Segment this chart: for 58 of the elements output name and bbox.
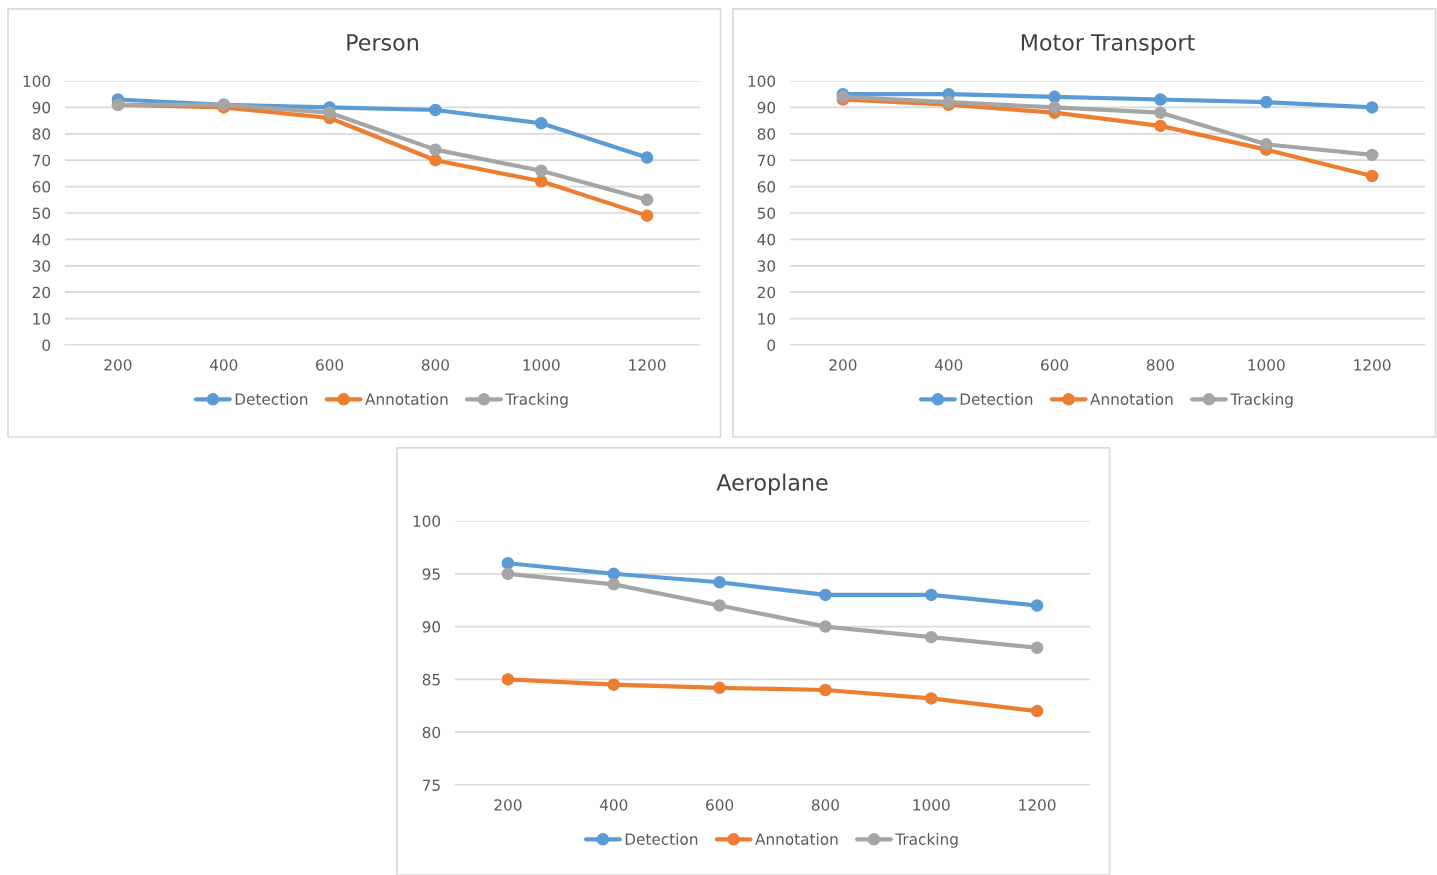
x-tick-label: 800 bbox=[811, 799, 839, 811]
y-tick-label: 80 bbox=[32, 128, 51, 140]
legend-label: Annotation bbox=[1090, 393, 1173, 405]
y-tick-label: 0 bbox=[767, 339, 776, 352]
x-tick-label: 800 bbox=[1146, 359, 1174, 371]
legend-label: Detection bbox=[960, 393, 1033, 405]
y-tick-label: 20 bbox=[32, 286, 51, 299]
y-tick-label: 70 bbox=[32, 154, 51, 167]
x-tick-label: 1200 bbox=[629, 359, 666, 371]
y-tick-label: 80 bbox=[422, 726, 441, 739]
y-tick-label: 30 bbox=[757, 260, 776, 272]
y-tick-label: 0 bbox=[42, 339, 51, 352]
x-tick-label: 400 bbox=[599, 799, 628, 811]
x-tick-label: 400 bbox=[209, 359, 238, 371]
y-tick-label: 90 bbox=[757, 101, 776, 114]
y-tick-label: 90 bbox=[32, 101, 51, 114]
chart-title: Aeroplane bbox=[716, 473, 828, 496]
legend-label: Annotation bbox=[365, 393, 448, 405]
y-tick-label: 70 bbox=[757, 154, 776, 167]
y-tick-label: 10 bbox=[758, 313, 776, 325]
y-tick-label: 50 bbox=[32, 207, 51, 220]
y-tick-label: 60 bbox=[757, 181, 776, 193]
x-tick-label: 400 bbox=[934, 359, 963, 371]
x-tick-label: 200 bbox=[494, 799, 522, 811]
legend-label: Tracking bbox=[895, 833, 958, 848]
x-tick-label: 1000 bbox=[523, 359, 560, 371]
x-tick-label: 1000 bbox=[1248, 359, 1285, 371]
y-tick-label: 100 bbox=[748, 75, 776, 88]
y-tick-label: 75 bbox=[422, 779, 440, 792]
y-tick-label: 90 bbox=[422, 621, 441, 633]
y-tick-label: 20 bbox=[757, 286, 776, 299]
x-tick-label: 1200 bbox=[1019, 799, 1056, 811]
x-tick-label: 1200 bbox=[1354, 359, 1391, 371]
legend-label: Tracking bbox=[505, 393, 568, 408]
y-tick-label: 100 bbox=[413, 515, 441, 528]
x-tick-label: 600 bbox=[706, 799, 734, 811]
y-tick-label: 30 bbox=[32, 260, 51, 272]
x-tick-label: 200 bbox=[104, 359, 132, 371]
y-tick-label: 85 bbox=[422, 673, 440, 686]
legend-label: Detection bbox=[235, 393, 308, 405]
y-tick-label: 80 bbox=[757, 128, 776, 140]
y-tick-label: 40 bbox=[757, 233, 776, 246]
y-tick-label: 40 bbox=[32, 233, 51, 246]
legend-label: Detection bbox=[625, 833, 698, 845]
x-tick-label: 1000 bbox=[913, 799, 950, 811]
y-tick-label: 100 bbox=[23, 75, 51, 88]
y-tick-label: 60 bbox=[32, 181, 51, 193]
y-tick-label: 50 bbox=[757, 207, 776, 220]
y-tick-label: 95 bbox=[422, 568, 440, 580]
legend-label: Tracking bbox=[1230, 393, 1293, 408]
x-tick-label: 800 bbox=[421, 359, 449, 371]
x-tick-label: 600 bbox=[316, 359, 344, 371]
legend-label: Annotation bbox=[755, 833, 838, 845]
chart-title: Person bbox=[347, 34, 418, 51]
x-tick-label: 200 bbox=[829, 359, 857, 371]
y-tick-label: 10 bbox=[33, 313, 51, 325]
x-tick-label: 600 bbox=[1041, 359, 1069, 371]
chart-title: Motor Transport bbox=[1021, 34, 1195, 56]
